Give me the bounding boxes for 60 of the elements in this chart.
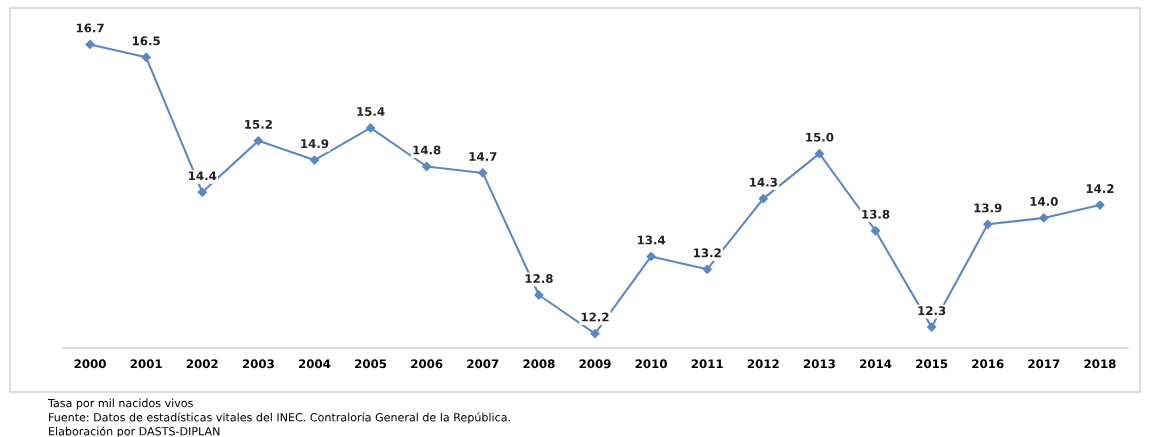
x-tick-label: 2010 — [635, 359, 667, 369]
x-tick-label: 2016 — [972, 359, 1004, 369]
point — [422, 161, 432, 172]
x-tick-label: 2004 — [298, 359, 331, 369]
data-label: 14.9 — [301, 139, 329, 149]
x-tick-label: 2012 — [747, 359, 779, 369]
point — [85, 39, 95, 50]
point — [870, 226, 881, 236]
data-label: 13.2 — [693, 248, 721, 258]
point — [478, 168, 488, 178]
text: Tasa por mil nacidos vivos — [47, 398, 193, 410]
data-label: 13.9 — [974, 203, 1002, 213]
data-label: 13.4 — [637, 235, 666, 245]
point — [983, 219, 993, 229]
point — [309, 155, 320, 165]
data-label: 14.4 — [189, 171, 217, 181]
point — [1095, 200, 1105, 210]
data-label: 15.4 — [357, 107, 385, 116]
point — [814, 149, 825, 159]
data-label: 15.2 — [245, 119, 272, 129]
x-tick-label: 2009 — [579, 359, 611, 369]
data-label: 16.7 — [76, 23, 104, 33]
x-tick-label: 2013 — [803, 359, 835, 369]
source-note: Fuente: Datos de estadísticas vitales del INEC. Contraloría General de la República. — [49, 412, 510, 424]
x-tick-label: 2017 — [1028, 359, 1060, 369]
data-label: 14.0 — [1030, 196, 1058, 206]
data-label: 15.0 — [806, 132, 834, 142]
x-tick-label: 2008 — [523, 359, 555, 369]
data-label: 16.5 — [132, 36, 160, 46]
x-tick-label: 2014 — [860, 359, 892, 369]
point — [1039, 213, 1049, 223]
data-label: 14.7 — [469, 152, 497, 161]
point — [253, 136, 263, 146]
x-tick-label: 2018 — [1084, 359, 1116, 369]
data-label: 12.2 — [581, 312, 609, 322]
point — [534, 290, 544, 300]
data-label: 14.3 — [750, 177, 777, 187]
x-tick-label: 2005 — [355, 359, 387, 369]
x-tick-label: 2011 — [691, 359, 723, 369]
x-tick-label: 2003 — [242, 359, 274, 369]
point — [365, 123, 376, 133]
x-tick-label: 2001 — [130, 359, 162, 369]
data-label: 12.8 — [525, 274, 553, 283]
point — [197, 187, 207, 197]
x-tick-label: 2002 — [186, 359, 218, 369]
text: Elaboración por DASTS-DIPLAN — [49, 426, 220, 437]
data-label: 12.3 — [918, 306, 946, 316]
point — [927, 322, 937, 332]
data-label: 14.2 — [1086, 184, 1114, 193]
point — [646, 251, 656, 262]
x-tick-label: 2006 — [411, 359, 443, 369]
point — [590, 328, 600, 339]
x-tick-label: 2000 — [74, 359, 106, 369]
data-label: 14.8 — [413, 145, 441, 155]
x-tick-label: 2015 — [916, 359, 948, 369]
point — [141, 52, 151, 62]
point — [702, 264, 712, 274]
x-tick-label: 2007 — [467, 359, 499, 369]
point — [758, 194, 768, 204]
data-label: 13.8 — [862, 209, 890, 219]
